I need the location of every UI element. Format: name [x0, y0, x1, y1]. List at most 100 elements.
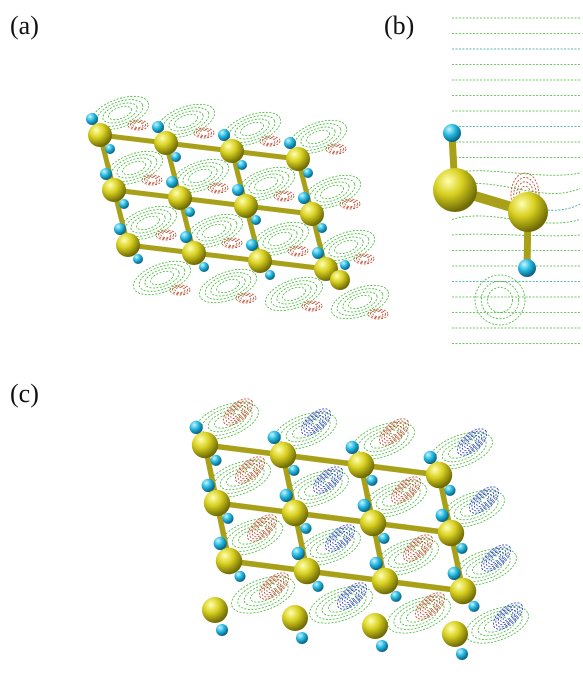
hydrogen [171, 152, 181, 162]
panel-label: (a) [10, 11, 39, 40]
contour [488, 551, 504, 565]
contour [224, 238, 240, 248]
contour [102, 102, 138, 124]
atom [215, 547, 243, 575]
contour [210, 183, 226, 193]
contour [196, 220, 232, 242]
contour [358, 256, 370, 262]
contour [242, 463, 258, 477]
contour [328, 236, 364, 258]
contour [363, 429, 403, 453]
hydrogen [378, 532, 390, 544]
contour [390, 476, 422, 504]
hydrogen [232, 184, 244, 196]
contour [259, 135, 281, 147]
contour [310, 417, 322, 427]
hydrogen [345, 440, 359, 454]
contour [386, 425, 402, 439]
hydrogen [218, 129, 230, 141]
contour [342, 199, 358, 209]
contour [276, 191, 292, 201]
contour [285, 419, 325, 443]
hydrogen [100, 168, 112, 180]
contour [334, 239, 358, 255]
contour [300, 126, 336, 148]
contour [273, 190, 295, 202]
contour [478, 495, 490, 505]
contour [367, 308, 389, 320]
contour [417, 594, 443, 618]
contour [419, 596, 441, 616]
hydrogen [303, 168, 313, 178]
contour [480, 280, 520, 320]
contour [276, 283, 312, 305]
contour [466, 437, 478, 447]
contour [412, 543, 424, 553]
atom [234, 194, 258, 218]
contour [492, 602, 524, 630]
hydrogen [447, 566, 461, 581]
contour [480, 544, 512, 572]
contour [381, 541, 433, 572]
contour [141, 174, 163, 186]
contour [451, 233, 581, 237]
contour [320, 184, 344, 200]
contour [240, 295, 252, 301]
contour [356, 254, 372, 264]
contour [453, 497, 493, 521]
atom [286, 147, 310, 171]
contour [219, 467, 259, 491]
contour [234, 118, 270, 140]
contour [225, 400, 251, 424]
hydrogen [518, 259, 536, 277]
contour [306, 303, 318, 309]
contour [251, 518, 273, 538]
hydrogen [312, 247, 324, 259]
hydrogen [443, 124, 461, 142]
contour [207, 409, 247, 433]
contour [210, 275, 246, 297]
contour [193, 127, 215, 139]
contour [146, 177, 158, 183]
contour [502, 611, 514, 621]
contour [339, 198, 361, 210]
contour [266, 579, 282, 593]
contour [240, 121, 264, 137]
contour [278, 193, 290, 199]
hydrogen [251, 215, 261, 225]
contour [490, 553, 502, 563]
contour [234, 456, 266, 484]
contour [327, 526, 353, 550]
contour [244, 465, 256, 475]
contour [306, 129, 330, 145]
contour [447, 493, 499, 524]
contour [459, 551, 511, 582]
contour [468, 486, 500, 514]
contour [303, 531, 355, 562]
contour [174, 113, 198, 129]
hydrogen [189, 420, 203, 434]
contour [261, 574, 287, 598]
contour [213, 463, 265, 494]
atom [202, 597, 228, 623]
contour [393, 478, 419, 502]
atom [102, 178, 126, 202]
contour [407, 538, 429, 558]
contour [265, 276, 323, 312]
atom [330, 270, 350, 290]
hydrogen [166, 176, 178, 188]
atom [449, 577, 477, 605]
contour [116, 157, 152, 179]
hydrogen [357, 498, 371, 512]
panel-label: (b) [384, 11, 414, 40]
hydrogen [180, 231, 192, 243]
atom [154, 131, 178, 155]
contour [188, 168, 212, 184]
hydrogen [267, 430, 281, 444]
hydrogen [444, 484, 456, 496]
atom [359, 509, 387, 537]
contour [132, 122, 144, 128]
contour [172, 285, 188, 295]
contour [235, 292, 257, 304]
